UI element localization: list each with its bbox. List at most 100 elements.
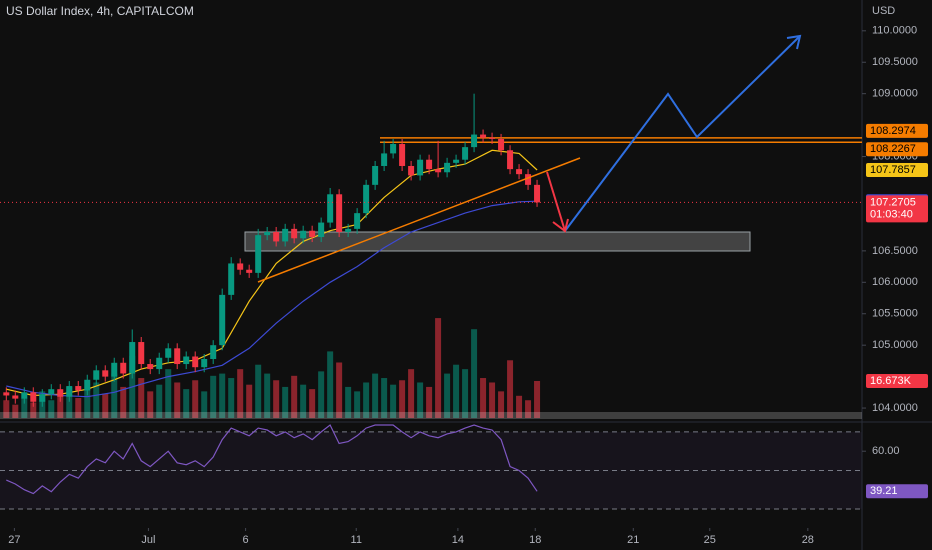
moving-average	[6, 200, 538, 398]
volume-bar	[84, 389, 91, 418]
volume-bar	[309, 389, 316, 418]
volume-bar	[201, 391, 208, 418]
candle-body	[417, 159, 424, 176]
volume-bar	[165, 369, 172, 418]
volume-bar	[138, 378, 145, 418]
volume-bar	[156, 384, 163, 418]
volume-bar	[498, 391, 505, 418]
level-label: 108.2974	[870, 125, 916, 137]
candle-body	[300, 230, 307, 239]
volume-bar	[21, 398, 28, 418]
y-tick-label: 104.0000	[872, 402, 918, 414]
volume-bar	[219, 373, 226, 418]
candle-body	[345, 228, 352, 233]
rsi-band	[0, 432, 862, 509]
front-layer: 110.0000109.5000109.0000108.0000106.5000…	[8, 25, 928, 546]
rsi-line	[6, 424, 538, 495]
volume-bar	[354, 391, 361, 418]
rsi-label: 39.21	[870, 485, 898, 497]
volume-bar	[210, 375, 217, 418]
candle-body	[138, 342, 145, 365]
candle-body	[174, 348, 181, 365]
ma-label: 107.7857	[870, 164, 916, 176]
y-tick-label: 109.5000	[872, 56, 918, 68]
y-tick-label: 106.0000	[872, 276, 918, 288]
projection-path	[564, 35, 801, 232]
volume-bar	[372, 373, 379, 418]
candle-body	[273, 232, 280, 242]
volume-bar	[345, 386, 352, 418]
candle-body	[354, 213, 361, 229]
volume-bar	[291, 375, 298, 418]
volume-bar	[399, 380, 406, 418]
candle-body	[336, 194, 343, 233]
chart-title: US Dollar Index, 4h, CAPITALCOM	[6, 4, 194, 18]
drop-arrow	[552, 218, 569, 233]
volume-bar	[453, 364, 460, 418]
candle-body	[147, 364, 154, 370]
volume-bar	[336, 362, 343, 418]
ma-label-box	[866, 163, 928, 178]
volume-label-box	[866, 373, 928, 388]
candle-body	[210, 345, 217, 360]
volume-bar	[381, 378, 388, 418]
x-tick-label: 6	[243, 534, 249, 546]
demand-zone	[244, 231, 751, 252]
candle-body	[57, 389, 64, 397]
volume-bar	[255, 364, 262, 418]
candle-body	[534, 184, 541, 203]
candle-body	[390, 143, 397, 154]
volume-bar	[516, 395, 523, 418]
candle-body	[498, 138, 505, 151]
candle-body	[363, 184, 370, 214]
candle-body	[435, 169, 442, 173]
volume-bar	[444, 373, 451, 418]
volume-bar	[471, 329, 478, 418]
volume-bar	[147, 391, 154, 418]
candle-body	[399, 143, 406, 166]
candle-body	[30, 392, 37, 402]
candle-body	[426, 159, 433, 170]
volume-bar	[318, 371, 325, 418]
volume-bar	[327, 351, 334, 418]
candle-body	[507, 150, 514, 170]
volume-bar	[435, 318, 442, 418]
candle-body	[165, 348, 172, 358]
volume-bar	[534, 380, 541, 418]
y-tick-label: 105.0000	[872, 339, 918, 351]
y-tick-label: 109.0000	[872, 88, 918, 100]
volume-bar	[228, 378, 235, 418]
price-label-box	[866, 195, 928, 223]
candle-body	[246, 269, 253, 273]
x-tick-label: 28	[802, 534, 814, 546]
volume-bar	[525, 400, 532, 418]
volume-bar	[30, 402, 37, 418]
volume-bar	[480, 378, 487, 418]
trend-line	[257, 157, 581, 283]
candle-body	[291, 228, 298, 239]
candle-body	[219, 294, 226, 346]
volume-bar	[390, 384, 397, 418]
candle-body	[3, 392, 10, 396]
level-label-box	[866, 123, 928, 138]
volume-bar	[192, 380, 199, 418]
volume-label: 16.673K	[870, 375, 912, 387]
candle-body	[66, 386, 73, 397]
candle-body	[309, 230, 316, 238]
volume-bar	[111, 373, 118, 418]
rsi-tick-label: 60.00	[872, 445, 900, 457]
candle-body	[21, 392, 28, 399]
candle-body	[471, 134, 478, 148]
candle-body	[84, 379, 91, 391]
volume-bar	[3, 400, 10, 418]
projection-arrow	[786, 34, 802, 50]
y-tick-label: 105.5000	[872, 308, 918, 320]
rsi-label-box	[866, 484, 928, 499]
drop-path	[546, 171, 566, 232]
base-zone	[0, 412, 862, 419]
candle-body	[372, 165, 379, 185]
volume-bar	[93, 382, 100, 418]
volume-bar	[507, 360, 514, 418]
